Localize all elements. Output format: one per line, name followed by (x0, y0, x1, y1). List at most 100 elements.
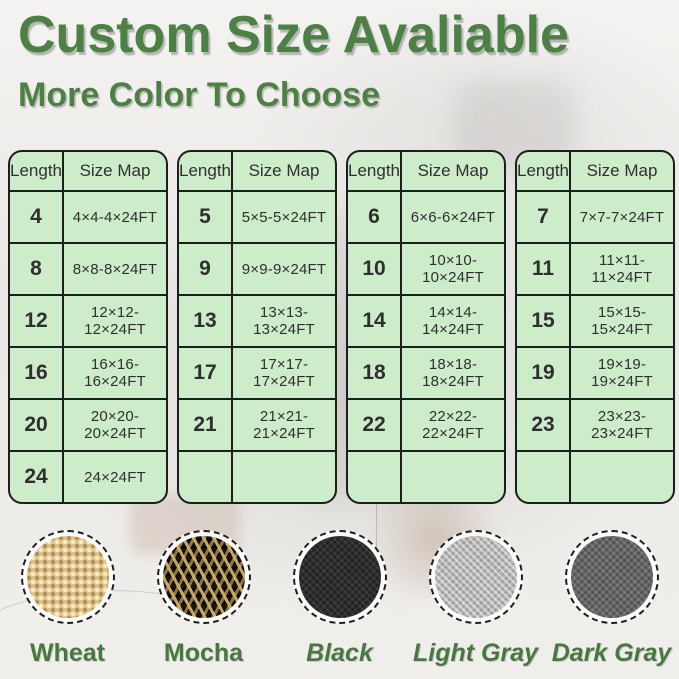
swatch-light-gray: Light Gray (413, 530, 538, 668)
table-row: 17 17×17-17×24FT (179, 346, 335, 400)
swatch-mocha: Mocha (156, 530, 251, 668)
size-map-cell: 6×6-6×24FT (400, 190, 504, 244)
size-map-cell: 21×21-21×24FT (231, 398, 335, 452)
swatch-label-wheat: Wheat (30, 639, 105, 667)
length-cell: 6 (348, 190, 402, 244)
size-map-cell (231, 450, 335, 502)
column-header-size-map: Size Map (569, 152, 673, 192)
table-row: 10 10×10-10×24FT (348, 242, 504, 296)
length-cell: 8 (10, 242, 64, 296)
size-map-cell: 12×12-12×24FT (62, 294, 166, 348)
table-row: 14 14×14-14×24FT (348, 294, 504, 348)
column-header-size-map: Size Map (400, 152, 504, 192)
column-header-length: Length (348, 152, 402, 192)
length-cell: 22 (348, 398, 402, 452)
table-row: 19 19×19-19×24FT (517, 346, 673, 400)
size-map-cell (569, 450, 673, 502)
size-table-1: Length Size Map 4 4×4-4×24FT 8 8×8-8×24FT 12 12… (8, 150, 168, 504)
background-thread-line (376, 495, 377, 555)
length-cell: 12 (10, 294, 64, 348)
fabric-texture-wheat (26, 536, 109, 618)
size-map-cell: 14×14-14×24FT (400, 294, 504, 348)
table-header-row: Length Size Map (348, 152, 504, 192)
swatch-label-light-gray: Light Gray (413, 639, 539, 667)
length-cell: 10 (348, 242, 402, 296)
table-row: 21 21×21-21×24FT (179, 398, 335, 452)
swatch-circle-mocha (156, 530, 251, 624)
size-map-cell: 17×17-17×24FT (231, 346, 335, 400)
length-cell: 9 (179, 242, 233, 296)
length-cell: 5 (179, 190, 233, 244)
table-row: 4 4×4-4×24FT (10, 190, 166, 244)
table-row (179, 450, 335, 502)
fabric-texture-light-gray (434, 536, 517, 618)
length-cell: 4 (10, 190, 64, 244)
swatch-dark-gray: Dark Gray (552, 530, 671, 668)
size-map-cell: 23×23-23×24FT (569, 398, 673, 452)
length-cell: 24 (10, 450, 64, 502)
size-map-cell: 13×13-13×24FT (231, 294, 335, 348)
column-header-length: Length (10, 152, 64, 192)
table-row (517, 450, 673, 502)
swatch-circle-light-gray (428, 530, 523, 624)
size-map-cell: 9×9-9×24FT (231, 242, 335, 296)
size-map-cell: 8×8-8×24FT (62, 242, 166, 296)
swatch-label-dark-gray: Dark Gray (551, 639, 672, 667)
length-cell (348, 450, 402, 502)
table-header-row: Length Size Map (10, 152, 166, 192)
table-header-row: Length Size Map (179, 152, 335, 192)
fabric-texture-black (298, 536, 381, 618)
size-map-cell: 15×15-15×24FT (569, 294, 673, 348)
table-row: 15 15×15-15×24FT (517, 294, 673, 348)
fabric-texture-mocha (162, 536, 245, 618)
table-row: 6 6×6-6×24FT (348, 190, 504, 244)
size-map-cell: 22×22-22×24FT (400, 398, 504, 452)
size-map-cell: 5×5-5×24FT (231, 190, 335, 244)
column-header-length: Length (517, 152, 571, 192)
table-row (348, 450, 504, 502)
table-row: 20 20×20-20×24FT (10, 398, 166, 452)
table-row: 8 8×8-8×24FT (10, 242, 166, 296)
length-cell: 7 (517, 190, 571, 244)
length-cell (179, 450, 233, 502)
swatch-label-mocha: Mocha (163, 639, 244, 667)
swatch-black: Black (292, 530, 387, 668)
length-cell: 21 (179, 398, 233, 452)
size-map-cell: 4×4-4×24FT (62, 190, 166, 244)
table-row: 11 11×11-11×24FT (517, 242, 673, 296)
color-swatches: Wheat Mocha Black Light Gray Dark Gray (0, 530, 679, 668)
column-header-length: Length (179, 152, 233, 192)
table-row: 5 5×5-5×24FT (179, 190, 335, 244)
length-cell: 18 (348, 346, 402, 400)
length-cell: 13 (179, 294, 233, 348)
fabric-texture-dark-gray (570, 536, 653, 618)
length-cell: 17 (179, 346, 233, 400)
table-row: 13 13×13-13×24FT (179, 294, 335, 348)
table-row: 12 12×12-12×24FT (10, 294, 166, 348)
swatch-circle-dark-gray (564, 530, 659, 624)
table-row: 9 9×9-9×24FT (179, 242, 335, 296)
length-cell: 19 (517, 346, 571, 400)
length-cell: 16 (10, 346, 64, 400)
table-row: 22 22×22-22×24FT (348, 398, 504, 452)
table-row: 24 24×24FT (10, 450, 166, 502)
size-map-cell: 19×19-19×24FT (569, 346, 673, 400)
table-row: 16 16×16-16×24FT (10, 346, 166, 400)
size-map-cell: 18×18-18×24FT (400, 346, 504, 400)
size-table-2: Length Size Map 5 5×5-5×24FT 9 9×9-9×24FT 13 13… (177, 150, 337, 504)
size-map-cell: 24×24FT (62, 450, 166, 502)
size-map-cell: 20×20-20×24FT (62, 398, 166, 452)
column-header-size-map: Size Map (62, 152, 166, 192)
swatch-circle-wheat (20, 530, 115, 624)
length-cell: 14 (348, 294, 402, 348)
page-subtitle: More Color To Choose (18, 76, 381, 114)
column-header-size-map: Size Map (231, 152, 335, 192)
page-title: Custom Size Avaliable (18, 6, 569, 64)
length-cell (517, 450, 571, 502)
table-row: 18 18×18-18×24FT (348, 346, 504, 400)
swatch-circle-black (292, 530, 387, 624)
table-row: 23 23×23-23×24FT (517, 398, 673, 452)
size-map-cell: 16×16-16×24FT (62, 346, 166, 400)
length-cell: 11 (517, 242, 571, 296)
